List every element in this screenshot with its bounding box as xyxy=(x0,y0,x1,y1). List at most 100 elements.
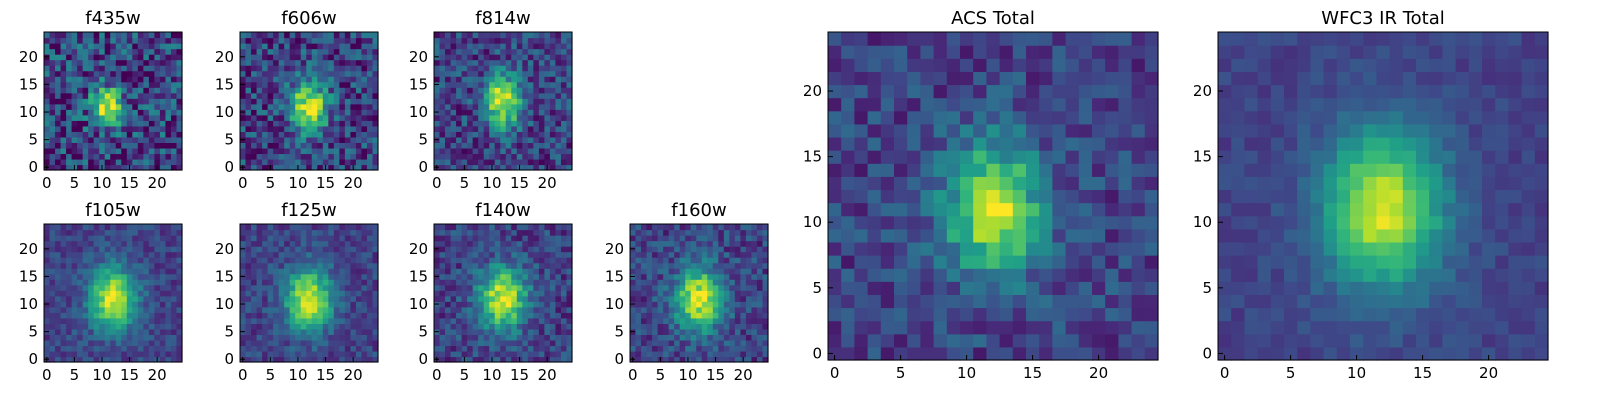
pixel-cell xyxy=(88,98,95,105)
pixel-cell xyxy=(461,158,468,166)
pixel-cell xyxy=(289,43,296,50)
pixel-cell xyxy=(511,125,518,132)
pixel-cell xyxy=(434,251,441,258)
pixel-cell xyxy=(630,306,637,313)
pixel-cell xyxy=(333,350,340,358)
pixel-cell xyxy=(170,164,178,171)
pixel-cell xyxy=(712,273,719,280)
pixel-cell xyxy=(311,328,318,335)
pixel-cell xyxy=(137,345,144,352)
pixel-cell xyxy=(289,328,296,335)
pixel-cell xyxy=(533,114,540,121)
pixel-cell xyxy=(646,279,653,286)
pixel-cell xyxy=(60,48,67,55)
pixel-cell xyxy=(489,131,496,138)
pixel-cell xyxy=(132,147,139,155)
pixel-cell xyxy=(445,273,452,280)
pixel-cell xyxy=(82,301,89,308)
pixel-cell xyxy=(533,158,540,166)
pixel-cell xyxy=(828,281,842,295)
pixel-cell xyxy=(273,114,280,121)
pixel-cell xyxy=(132,323,139,330)
pixel-cell xyxy=(115,284,122,291)
pixel-cell xyxy=(522,54,529,61)
pixel-cell xyxy=(456,251,463,258)
pixel-cell xyxy=(126,87,133,94)
pixel-cell xyxy=(483,158,490,166)
pixel-cell xyxy=(322,312,329,319)
pixel-cell xyxy=(240,98,247,105)
pixel-cell xyxy=(295,301,302,308)
pixel-cell xyxy=(132,279,139,286)
pixel-cell xyxy=(641,240,648,247)
pixel-cell xyxy=(718,251,725,258)
pixel-cell xyxy=(110,92,117,99)
pixel-cell xyxy=(306,317,313,324)
pixel-cell xyxy=(472,164,479,171)
pixel-cell xyxy=(544,262,551,269)
pixel-cell xyxy=(333,70,340,77)
pixel-cell xyxy=(311,98,318,105)
pixel-cell xyxy=(366,273,374,280)
pixel-cell xyxy=(295,224,302,231)
pixel-cell xyxy=(121,120,128,127)
pixel-cell xyxy=(960,333,974,348)
pixel-cell xyxy=(137,59,144,66)
pixel-cell xyxy=(170,37,178,44)
pixel-cell xyxy=(60,246,67,253)
pixel-cell xyxy=(505,59,512,66)
pixel-cell xyxy=(262,312,269,319)
pixel-cell xyxy=(126,120,133,127)
pixel-cell xyxy=(456,339,463,347)
panel-title: f814w xyxy=(475,8,530,29)
pixel-cell xyxy=(93,103,100,110)
pixel-cell xyxy=(284,125,291,132)
pixel-cell xyxy=(450,312,457,319)
pixel-cell xyxy=(273,120,280,127)
pixel-cell xyxy=(723,279,730,286)
pixel-cell xyxy=(867,241,882,256)
pixel-cell xyxy=(907,123,921,138)
pixel-cell xyxy=(44,158,51,166)
pixel-cell xyxy=(366,131,374,138)
pixel-cell xyxy=(328,142,335,149)
pixel-cell xyxy=(240,103,247,110)
pixel-cell xyxy=(483,54,490,61)
pixel-cell xyxy=(668,257,675,264)
pixel-cell xyxy=(328,92,335,99)
pixel-cell xyxy=(361,323,368,330)
pixel-cell xyxy=(439,317,446,324)
pixel-cell xyxy=(505,37,512,44)
pixel-cell xyxy=(176,54,183,61)
pixel-cell xyxy=(333,142,340,149)
pixel-cell xyxy=(723,334,730,341)
pixel-cell xyxy=(121,334,128,341)
pixel-cell xyxy=(44,142,51,149)
pixel-cell xyxy=(456,70,463,77)
pixel-cell xyxy=(126,284,133,291)
pixel-cell xyxy=(300,158,307,166)
pixel-cell xyxy=(355,262,363,269)
pixel-cell xyxy=(66,273,73,280)
pixel-cell xyxy=(284,246,291,253)
pixel-cell xyxy=(986,163,1001,177)
pixel-cell xyxy=(126,125,133,132)
pixel-cell xyxy=(434,295,441,302)
pixel-cell xyxy=(701,229,708,236)
y-tick-label: 0 xyxy=(28,350,38,368)
pixel-cell xyxy=(434,59,441,66)
pixel-cell xyxy=(66,345,73,352)
pixel-cell xyxy=(273,334,280,341)
pixel-cell xyxy=(1118,150,1133,164)
pixel-cell xyxy=(500,356,507,363)
pixel-cell xyxy=(344,339,351,347)
pixel-cell xyxy=(494,37,501,44)
pixel-cell xyxy=(641,262,648,269)
pixel-cell xyxy=(132,339,139,347)
pixel-cell xyxy=(137,131,144,138)
pixel-cell xyxy=(350,81,357,88)
pixel-cell xyxy=(1118,346,1133,361)
pixel-cell xyxy=(516,114,523,121)
pixel-cell xyxy=(306,301,313,308)
pixel-cell xyxy=(361,356,368,363)
